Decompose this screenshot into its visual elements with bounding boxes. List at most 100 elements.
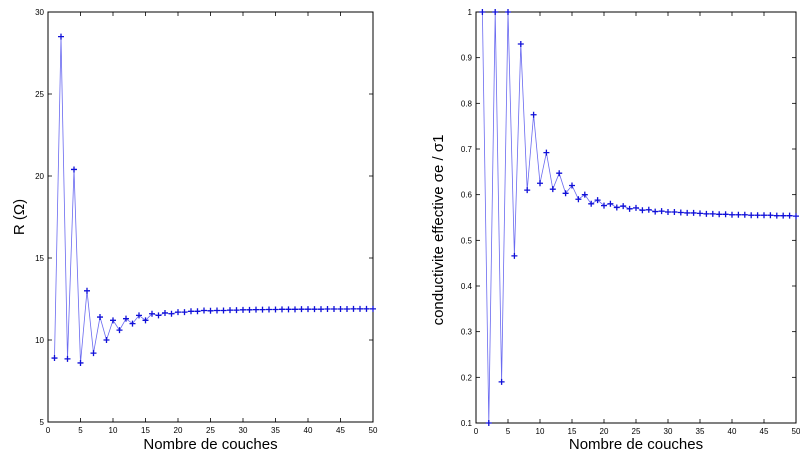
data-point-marker <box>344 306 350 313</box>
data-point-marker <box>266 306 272 313</box>
data-point-marker <box>123 315 129 322</box>
data-point-marker <box>581 191 588 198</box>
data-point-marker <box>363 305 370 312</box>
data-point-marker <box>639 207 646 214</box>
x-tick-label: 35 <box>271 426 280 435</box>
y-tick-label: 5 <box>40 418 45 427</box>
x-tick-label: 30 <box>664 427 673 436</box>
data-point-marker <box>677 209 684 216</box>
series-markers <box>51 33 376 366</box>
data-point-marker <box>741 211 748 218</box>
data-point-marker <box>652 208 659 215</box>
x-tick-label: 45 <box>760 427 769 436</box>
data-point-marker <box>562 190 569 197</box>
y-tick-label: 1 <box>468 8 473 17</box>
data-point-marker <box>337 306 344 313</box>
data-point-marker <box>761 212 767 219</box>
data-point-marker <box>201 307 207 314</box>
data-point-marker <box>607 200 614 207</box>
data-point-marker <box>214 307 220 314</box>
data-point-marker <box>110 317 116 324</box>
x-tick-label: 30 <box>239 426 248 435</box>
data-point-marker <box>549 186 556 193</box>
data-point-marker <box>246 306 253 313</box>
data-point-marker <box>498 378 505 385</box>
data-point-marker <box>188 308 194 315</box>
data-point-marker <box>220 307 227 314</box>
data-point-marker <box>645 206 652 213</box>
data-point-marker <box>658 208 665 215</box>
chart-effective-conductivity: 0 5 10 15 20 25 30 35 40 45 50 0.1 0.2 0.3 0.4 0.5 0.6 0.… <box>430 8 800 453</box>
data-point-marker <box>626 205 633 212</box>
data-point-marker <box>780 212 787 219</box>
data-point-marker <box>485 420 492 426</box>
data-point-marker <box>754 212 761 219</box>
y-tick-label: 0.4 <box>461 282 473 291</box>
x-tick-label: 15 <box>141 426 150 435</box>
x-tick-label: 50 <box>369 426 378 435</box>
data-point-marker <box>588 200 595 207</box>
data-point-marker <box>703 210 710 217</box>
data-point-marker <box>233 307 240 314</box>
x-tick-label: 10 <box>109 426 118 435</box>
x-tick-label: 25 <box>632 427 641 436</box>
data-point-marker <box>318 306 324 313</box>
data-point-marker <box>324 306 331 313</box>
data-point-marker <box>149 310 155 317</box>
y-tick-label: 0.2 <box>461 373 473 382</box>
data-point-marker <box>272 306 279 313</box>
data-point-marker <box>259 306 266 313</box>
y-tick-label: 0.1 <box>461 419 473 428</box>
x-tick-label: 0 <box>474 427 479 436</box>
data-point-marker <box>665 209 671 216</box>
data-point-marker <box>84 287 90 294</box>
data-point-marker <box>116 327 123 334</box>
y-tick-label: 10 <box>35 336 44 345</box>
x-tick-label: 25 <box>206 426 215 435</box>
data-point-marker <box>543 149 550 156</box>
data-point-marker <box>370 305 376 312</box>
x-tick-label: 45 <box>336 426 345 435</box>
data-point-marker <box>594 197 601 204</box>
x-tick-label: 10 <box>536 427 545 436</box>
data-point-marker <box>175 309 181 316</box>
y-axis-label: conductivite effective σe / σ1 <box>430 135 447 326</box>
data-point-marker <box>793 213 799 220</box>
data-point-marker <box>575 196 582 203</box>
data-point-marker <box>709 210 716 217</box>
data-point-marker <box>716 211 723 218</box>
x-tick-label: 35 <box>696 427 705 436</box>
y-tick-label: 0.6 <box>461 191 473 200</box>
data-point-marker <box>517 40 524 47</box>
series-line <box>54 36 373 364</box>
x-tick-label: 20 <box>600 427 609 436</box>
x-tick-label: 40 <box>728 427 737 436</box>
data-point-marker <box>90 350 97 357</box>
data-point-marker <box>786 212 793 219</box>
x-tick-label: 50 <box>792 427 800 436</box>
data-point-marker <box>194 308 201 315</box>
data-point-marker <box>524 187 531 194</box>
data-point-marker <box>240 306 246 313</box>
series-line <box>482 11 797 424</box>
data-point-marker <box>767 212 774 219</box>
data-point-marker <box>58 33 64 40</box>
data-point-marker <box>633 204 639 211</box>
data-point-marker <box>530 111 537 118</box>
data-point-marker <box>773 212 780 219</box>
data-point-marker <box>620 203 627 210</box>
data-point-marker <box>51 355 58 362</box>
y-tick-label: 0.8 <box>461 99 473 108</box>
data-point-marker <box>690 209 697 216</box>
data-point-marker <box>671 209 678 216</box>
data-point-marker <box>142 317 149 324</box>
y-tick-label: 0.9 <box>461 54 473 63</box>
series-markers <box>479 9 799 426</box>
plot-frame <box>475 11 797 424</box>
x-tick-label: 0 <box>46 426 51 435</box>
data-point-marker <box>479 9 486 15</box>
data-point-marker <box>162 309 168 316</box>
data-point-marker <box>492 9 499 15</box>
data-point-marker <box>253 306 259 313</box>
